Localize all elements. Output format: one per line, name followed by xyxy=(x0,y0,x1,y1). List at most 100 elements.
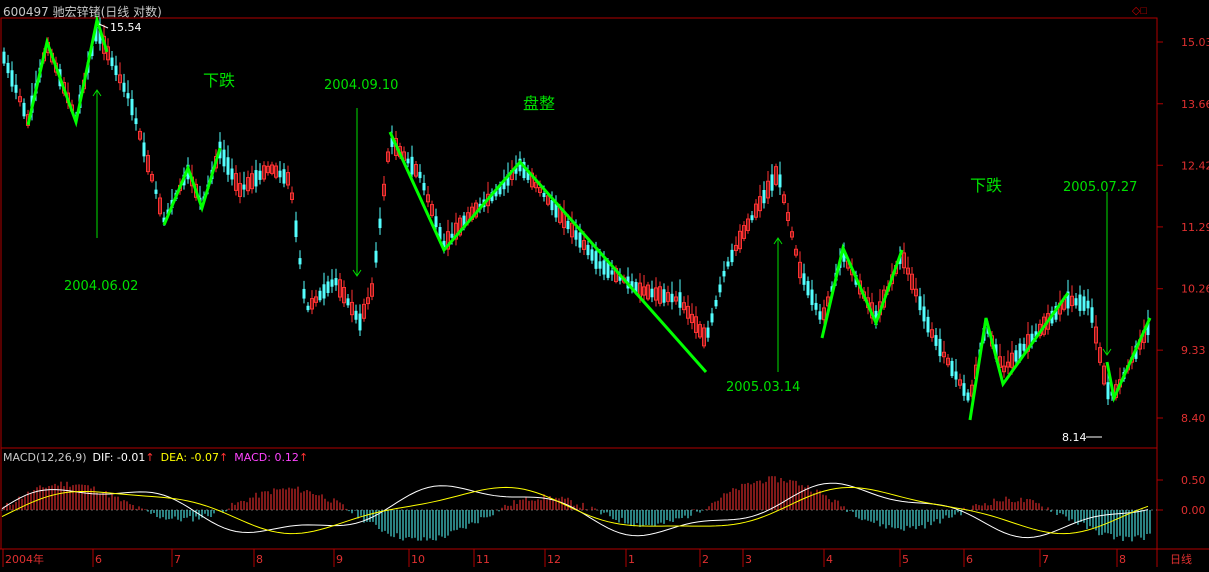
candle-body xyxy=(426,194,430,203)
candle-body xyxy=(378,218,382,229)
candle-body xyxy=(926,316,930,333)
candle-body xyxy=(506,174,510,186)
candle-body xyxy=(150,173,154,182)
candle-body xyxy=(738,230,742,250)
price-tick-label: 12.42 xyxy=(1181,159,1209,172)
candle-body xyxy=(350,301,354,316)
candle-body xyxy=(294,220,298,238)
candle-body xyxy=(338,279,342,298)
collapse-icon[interactable]: ◇ xyxy=(1131,5,1141,17)
date-annotation: 2005.03.14 xyxy=(726,380,800,395)
candle-body xyxy=(1010,352,1014,368)
candle-body xyxy=(966,392,970,401)
candle-body xyxy=(902,252,906,269)
trend-annotation: 下跌 xyxy=(203,71,235,90)
zigzag-segment xyxy=(968,292,1070,421)
candle-body xyxy=(246,177,250,192)
candle-body xyxy=(274,165,278,178)
candle-body xyxy=(630,281,634,289)
candle-body xyxy=(706,327,710,338)
candle-body xyxy=(2,51,6,64)
candle-body xyxy=(322,284,326,299)
time-tick-label: 12 xyxy=(547,553,561,566)
candle-body xyxy=(666,292,670,302)
candle-body xyxy=(646,284,650,300)
candle-body xyxy=(1082,296,1086,311)
candle-body xyxy=(554,202,558,218)
candle-body xyxy=(930,329,934,338)
candle-body xyxy=(222,149,226,167)
candle-body xyxy=(526,170,530,180)
candle-body xyxy=(962,383,966,396)
candle-body xyxy=(910,273,914,290)
candle-body xyxy=(1014,350,1018,362)
candle-body xyxy=(502,180,506,190)
time-tick-label: 5 xyxy=(902,553,909,566)
candle-body xyxy=(406,158,410,164)
candle-body xyxy=(722,270,726,277)
candle-body xyxy=(130,98,134,116)
candle-body xyxy=(458,217,462,236)
candle-body xyxy=(874,310,878,326)
candle-body xyxy=(782,194,786,204)
macd-value-label: MACD: 0.12 xyxy=(234,451,299,464)
candle-body xyxy=(766,180,770,199)
candle-body xyxy=(238,183,242,197)
candle-body xyxy=(286,172,290,186)
candle-body xyxy=(146,154,150,173)
annotation-layer: 2004.06.02 下跌 2004.09.10 盘整 2005.03.14 下跌 2005… xyxy=(64,21,1137,444)
candle-body xyxy=(574,230,578,240)
candle-body xyxy=(950,360,954,377)
candle-body xyxy=(726,261,730,267)
candle-body xyxy=(822,307,826,321)
candle-body xyxy=(362,303,366,319)
window-buttons[interactable]: ◇□ xyxy=(1132,4,1147,17)
candle-body xyxy=(162,217,166,223)
candle-body xyxy=(1074,298,1078,306)
time-tick-label: 3 xyxy=(745,553,752,566)
candle-body xyxy=(610,270,614,275)
candle-body xyxy=(310,298,314,310)
time-tick-label: 7 xyxy=(1042,553,1049,566)
dif-line xyxy=(1,482,1149,539)
time-tick-label: 9 xyxy=(336,553,343,566)
candle-body xyxy=(354,310,358,320)
candle-body xyxy=(1070,295,1074,307)
candle-body xyxy=(674,296,678,302)
candle-body xyxy=(686,305,690,319)
candle-body xyxy=(842,252,846,262)
candle-body xyxy=(566,220,570,230)
candle-body xyxy=(786,212,790,221)
candle-body xyxy=(94,26,98,42)
macd-legend: MACD(12,26,9) DIF: -0.01↑ DEA: -0.07↑ MACD:… xyxy=(3,451,314,464)
candle-body xyxy=(806,281,810,296)
maximize-icon[interactable]: □ xyxy=(1140,5,1147,17)
candle-body xyxy=(262,165,266,180)
candle-body xyxy=(278,170,282,178)
candle-body xyxy=(762,189,766,204)
time-tick-label: 10 xyxy=(411,553,425,566)
candle-body xyxy=(314,296,318,303)
candle-body xyxy=(318,290,322,301)
candle-body xyxy=(14,84,18,93)
candle-body xyxy=(758,196,762,212)
time-tick-label: 4 xyxy=(826,553,833,566)
time-tick-label: 7 xyxy=(174,553,181,566)
candle-body xyxy=(98,28,102,44)
candle-body xyxy=(914,288,918,297)
candle-body xyxy=(306,305,310,311)
candle-body xyxy=(818,311,822,320)
candle-body xyxy=(330,279,334,287)
candle-body xyxy=(126,93,130,99)
zigzag-segment xyxy=(1105,317,1152,403)
annotation-arrow-head xyxy=(773,237,783,245)
candle-body xyxy=(282,169,286,184)
candle-body xyxy=(774,166,778,185)
candle-body xyxy=(390,137,394,147)
dif-arrow-icon: ↑ xyxy=(145,451,155,464)
candle-body xyxy=(154,189,158,194)
candle-body xyxy=(226,157,230,175)
candle-body xyxy=(734,244,738,252)
candle-body xyxy=(1146,322,1150,336)
